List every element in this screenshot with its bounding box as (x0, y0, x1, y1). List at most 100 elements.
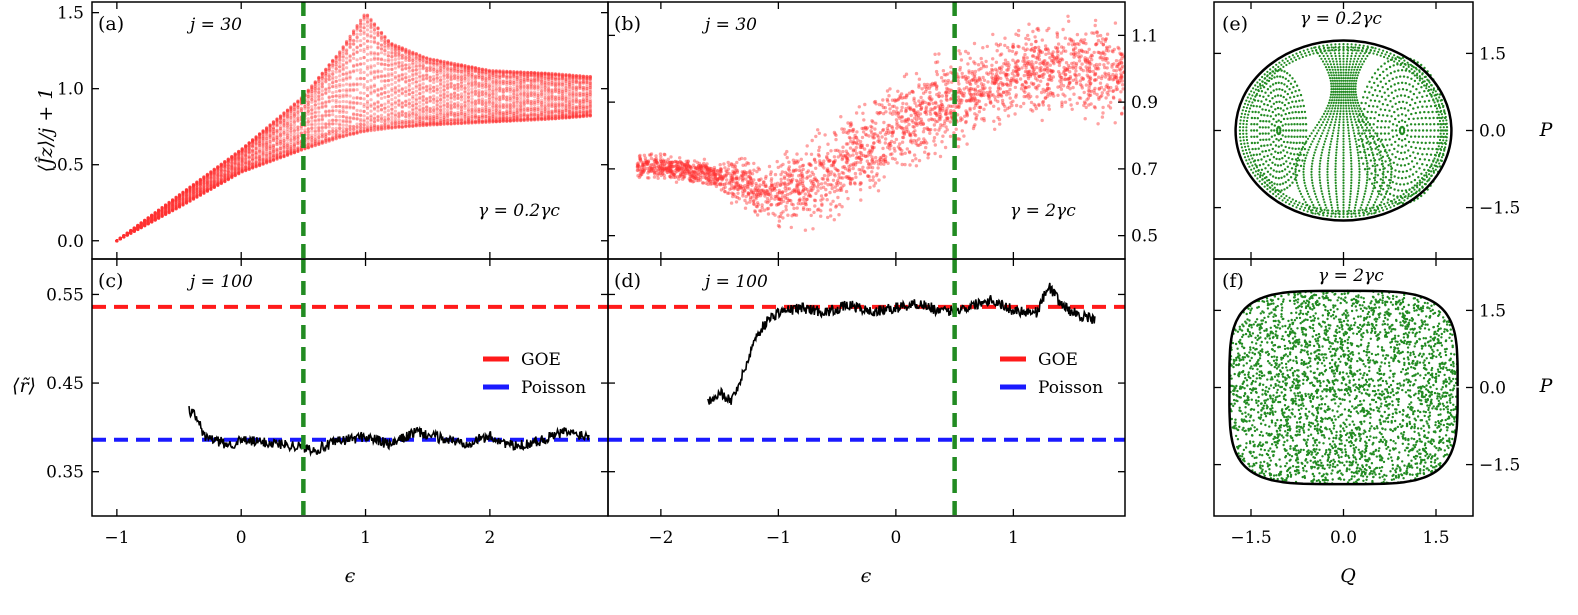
panel-a-point (324, 137, 328, 141)
panel-a-point (456, 96, 460, 100)
panel-a-point (508, 118, 512, 122)
panel-a-point (191, 197, 196, 201)
panel-a-point (244, 144, 248, 148)
panel-a-point (393, 125, 397, 129)
panel-a-point (491, 114, 495, 118)
panel-a-point (223, 160, 227, 165)
panel-a-point (386, 123, 390, 127)
panel-a-point (188, 199, 192, 203)
panel-a-point (285, 138, 290, 142)
panel-a-point (306, 96, 310, 101)
panel-a-point (369, 40, 373, 44)
panel-a-point (494, 69, 498, 73)
panel-a-point (547, 116, 551, 120)
panel-a-point (505, 74, 509, 78)
panel-a-point (348, 75, 352, 79)
panel-a-point (268, 140, 272, 144)
panel-a-point (195, 182, 199, 186)
panel-a-point (334, 126, 338, 130)
panel-a-point (310, 144, 314, 148)
panel-a-point (515, 96, 519, 101)
panel-a-point (338, 61, 342, 65)
panel-a-point (146, 222, 150, 226)
panel-a-point (533, 98, 537, 102)
panel-a-point (414, 61, 418, 65)
panel-a-point (397, 79, 401, 83)
panel-a-point (473, 120, 478, 124)
panel-a-point (435, 121, 439, 125)
panel-a-point (473, 114, 478, 118)
panel-a-point (390, 78, 394, 82)
panel-a-point (359, 113, 363, 118)
panel-a-point (258, 158, 262, 162)
panel-a-point (574, 93, 579, 97)
panel-a-point (341, 132, 345, 136)
panel-a-point (560, 74, 565, 78)
panel-a-point (184, 200, 189, 204)
panel-a-point (136, 227, 140, 231)
panel-a-point (435, 99, 439, 103)
panel-a-point (331, 118, 335, 122)
panel-a-point (320, 102, 324, 106)
panel-a-point (324, 77, 328, 81)
panel-a-point (470, 117, 474, 121)
panel-a-point (275, 149, 279, 153)
panel-a-point (233, 153, 237, 157)
panel-a-point (508, 73, 512, 77)
panel-a-point (327, 136, 331, 140)
panel-a-point (550, 78, 554, 82)
panel-a-point (400, 56, 404, 60)
panel-a-point (446, 65, 450, 69)
panel-a-point (463, 69, 467, 73)
panel-a-point (247, 167, 251, 171)
panel-a-point (379, 43, 384, 48)
panel-a-point (338, 135, 342, 139)
panel-a-point (536, 83, 540, 87)
panel-a-point (355, 101, 359, 105)
panel-a-point (508, 77, 512, 81)
panel-a-point (372, 57, 377, 62)
panel-a-point (237, 163, 241, 167)
panel-a-point (567, 90, 572, 94)
panel-a-point (233, 167, 237, 171)
panel-a-point (251, 138, 255, 142)
panel-a-point (585, 88, 589, 92)
panel-a-point (414, 97, 418, 101)
panel-a-point (432, 80, 436, 85)
panel-a-point (355, 63, 359, 67)
panel-a-point (153, 213, 157, 217)
panel-a-point (296, 113, 300, 117)
panel-a-point (244, 145, 248, 150)
panel-a-point (355, 96, 359, 100)
panel-a-point (160, 214, 164, 218)
panel-a-point (456, 83, 460, 87)
panel-a-point (386, 44, 390, 48)
panel-a-point (459, 121, 464, 125)
panel-a-point (355, 88, 359, 92)
panel-a-point (432, 97, 436, 101)
panel-a-point (536, 80, 540, 84)
panel-a-point (508, 69, 512, 74)
panel-a-point (400, 91, 404, 95)
panel-a-point (484, 77, 488, 81)
panel-a-point (226, 173, 230, 178)
panel-a-point (285, 153, 290, 157)
panel-a-point (285, 135, 290, 140)
panel-a-point (237, 163, 241, 167)
panel-a-point (136, 226, 140, 230)
panel-a-point (390, 58, 394, 62)
panel-a-point (567, 103, 572, 107)
panel-a-point (265, 157, 269, 162)
panel-a-point (494, 111, 498, 115)
panel-a-point (581, 98, 586, 102)
panel-a-point (171, 208, 175, 212)
panel-a-point (320, 140, 324, 144)
panel-a-point (529, 70, 533, 75)
panel-a-point (345, 132, 349, 136)
panel-a-point (435, 96, 439, 100)
panel-a-point (581, 94, 586, 98)
panel-a-point (195, 194, 199, 198)
panel-a-point (397, 51, 401, 55)
panel-a-point (177, 205, 182, 209)
panel-a-point (536, 105, 540, 109)
